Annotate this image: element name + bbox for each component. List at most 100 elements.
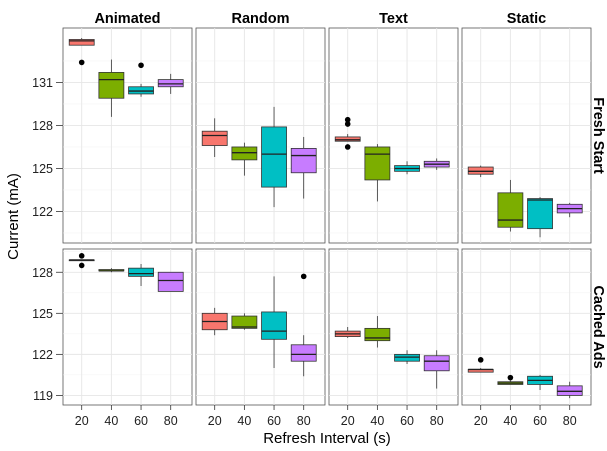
x-tick-label: 60	[533, 414, 547, 428]
outlier-point	[507, 374, 514, 381]
box-60	[394, 350, 420, 364]
box-body	[364, 327, 391, 342]
box-body	[497, 192, 524, 228]
box-20	[334, 116, 361, 150]
outlier-point	[78, 59, 85, 66]
outlier-point	[344, 144, 351, 150]
box-60	[261, 106, 287, 208]
y-axis-title: Current (mA)	[5, 173, 22, 260]
x-tick-label: 60	[400, 414, 414, 428]
box-body	[290, 344, 317, 362]
box-body	[261, 311, 287, 340]
box-80	[556, 381, 583, 399]
y-tick-label: 128	[32, 266, 53, 280]
column-label-text: Text	[379, 11, 408, 27]
outlier-point	[300, 273, 307, 280]
box-40	[231, 142, 258, 176]
outlier-point	[344, 116, 351, 123]
box-body	[467, 166, 494, 175]
box-20	[68, 253, 95, 269]
box-60	[527, 374, 553, 390]
x-tick-label: 40	[104, 414, 118, 428]
x-tick-label: 40	[237, 414, 251, 428]
outlier-point	[344, 121, 351, 127]
row-label-cached-ads: Cached Ads	[590, 285, 606, 368]
box-80	[556, 202, 583, 218]
outlier-point	[138, 62, 144, 69]
box-40	[364, 316, 391, 348]
panel-cached-ads-random	[195, 248, 326, 406]
box-80	[290, 136, 317, 199]
box-20	[201, 118, 228, 157]
x-tick-label: 20	[474, 414, 488, 428]
y-tick-label: 122	[32, 205, 53, 219]
box-body	[334, 136, 361, 142]
y-tick-label: 128	[32, 119, 53, 133]
box-20	[68, 38, 95, 66]
panel-fresh-start-animated	[62, 27, 193, 244]
x-tick-label: 80	[430, 414, 444, 428]
panel-cached-ads-animated	[62, 248, 193, 406]
box-40	[98, 268, 125, 273]
y-tick-label: 119	[33, 389, 53, 403]
panel-cached-ads-text	[328, 248, 459, 406]
box-80	[423, 350, 450, 389]
box-body	[128, 267, 154, 277]
outlier-point	[78, 262, 85, 269]
x-tick-label: 20	[75, 414, 89, 428]
box-60	[261, 276, 287, 369]
box-80	[157, 73, 184, 94]
box-body	[394, 353, 420, 362]
x-tick-label: 40	[370, 414, 384, 428]
box-body	[157, 271, 184, 292]
column-label-random: Random	[232, 11, 290, 27]
y-tick-label: 125	[32, 162, 53, 176]
panel-fresh-start-random	[195, 27, 326, 244]
box-20	[467, 165, 494, 178]
column-label-animated: Animated	[94, 11, 160, 27]
panel-cached-ads-static	[461, 248, 592, 406]
x-tick-label: 60	[267, 414, 281, 428]
outlier-point	[477, 357, 484, 363]
box-20	[467, 357, 494, 373]
x-tick-label: 40	[503, 414, 517, 428]
box-40	[497, 374, 524, 385]
box-body	[231, 146, 258, 161]
box-80	[157, 271, 184, 292]
x-tick-label: 80	[164, 414, 178, 428]
y-tick-label: 125	[32, 307, 53, 321]
box-40	[231, 313, 258, 330]
x-axis-title: Refresh Interval (s)	[263, 430, 391, 447]
box-40	[98, 59, 125, 117]
box-body	[290, 147, 317, 174]
y-tick-label: 122	[32, 348, 53, 362]
box-body	[556, 385, 583, 396]
box-body	[231, 315, 258, 329]
box-body	[423, 355, 450, 372]
box-body	[157, 79, 184, 88]
row-label-fresh-start: Fresh Start	[590, 97, 606, 174]
x-tick-label: 80	[297, 414, 311, 428]
outlier-point	[78, 253, 85, 259]
box-body	[261, 126, 287, 188]
box-body	[68, 39, 95, 46]
panel-fresh-start-text	[328, 27, 459, 244]
x-tick-label: 20	[208, 414, 222, 428]
box-60	[128, 62, 154, 97]
box-60	[128, 264, 154, 286]
y-tick-label: 131	[32, 76, 53, 90]
box-40	[364, 144, 391, 202]
box-body	[98, 72, 125, 99]
panel-background	[328, 27, 459, 244]
box-40	[497, 179, 524, 232]
box-body	[364, 146, 391, 181]
box-80	[423, 158, 450, 170]
x-tick-label: 20	[341, 414, 355, 428]
box-body	[527, 198, 553, 230]
box-60	[394, 161, 420, 175]
x-tick-label: 60	[134, 414, 148, 428]
box-20	[334, 327, 361, 338]
box-body	[201, 130, 228, 146]
box-60	[527, 197, 553, 238]
